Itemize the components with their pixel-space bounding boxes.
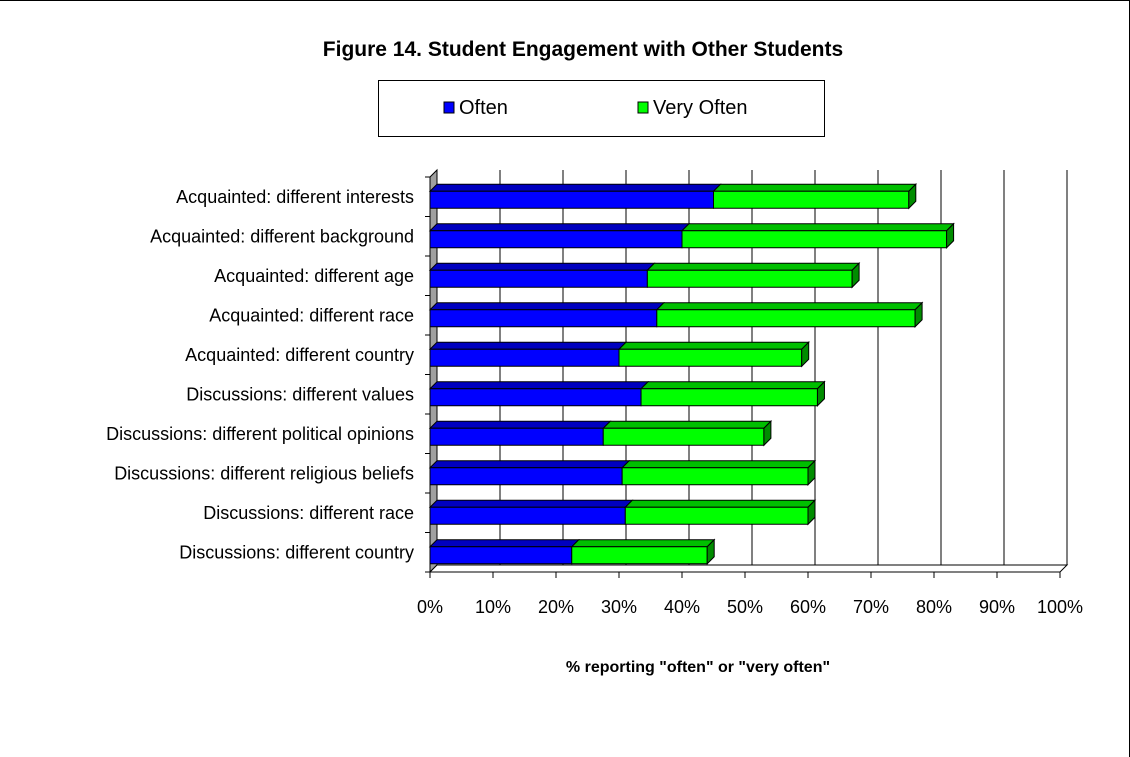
bar-end-very-often [807,499,816,526]
bar-top-very-often [624,499,817,508]
y-tick-label: Discussions: different political opinion… [106,424,414,444]
x-tick-label: 20% [538,597,574,617]
y-tick-label: Discussions: different country [179,542,414,562]
y-tick-label: Acquainted: different interests [176,187,414,207]
bar-top-very-often [680,223,955,232]
bar-top-very-often [617,341,810,350]
y-tick-label: Acquainted: different race [209,305,414,325]
bar-end-very-often [914,301,923,328]
bar-top-often [428,223,691,232]
bar-very-often [713,190,910,209]
x-tick-label: 50% [727,597,763,617]
bar-very-often [646,269,853,288]
bar-often [429,348,620,367]
bar-often [429,190,714,209]
y-tick-label: Discussions: different race [203,503,414,523]
plot-area: 0% 10% 20% 30% 40% 50% 60% 70% 80% 90% 100% Acquain… [106,168,1083,617]
x-tick-label: 10% [475,597,511,617]
x-tick-label: 0% [417,597,443,617]
bar-very-often [602,427,765,446]
legend-swatch-very-often [637,101,649,114]
bar-top-often [428,499,634,508]
bar-end-very-often [706,538,715,565]
bar-often [429,427,604,446]
bar-very-often [621,467,809,486]
bar-top-very-often [570,539,716,548]
bar-end-very-often [807,459,816,486]
bar-often [429,230,683,249]
bar-top-often [428,341,628,350]
legend-label-very-often: Very Often [653,97,748,119]
bar-very-often [571,546,708,565]
x-tick-label: 40% [664,597,700,617]
bar-top-often [428,539,580,548]
bar-top-often [428,302,666,311]
x-tick-label: 30% [601,597,637,617]
y-tick-label: Discussions: different religious beliefs [114,463,414,483]
bar-top-often [428,183,722,192]
bar-end-very-often [908,183,917,210]
bar-often [429,546,573,565]
bar-very-often [640,388,818,407]
bar-end-very-often [851,262,860,289]
bar-top-very-often [655,302,924,311]
bar-top-often [428,381,650,390]
bar-often [429,388,642,407]
bar-often [429,506,626,525]
x-tick-label: 70% [853,597,889,617]
x-tick-label: 80% [916,597,952,617]
floor [428,564,1069,573]
bar-end-very-often [763,420,772,447]
bar-often [429,309,658,328]
x-tick-label: 100% [1037,597,1083,617]
bar-top-often [428,460,631,469]
y-tick-label: Acquainted: different background [150,226,414,246]
bar-very-often [681,230,948,249]
y-tick-label: Acquainted: different country [185,345,414,365]
chart-legend: Often Very Often [378,80,825,137]
bar-end-very-often [801,341,810,368]
bar-very-often [656,309,916,328]
bar-top-very-often [646,262,861,271]
legend-swatch-often [443,101,455,114]
bar-top-very-often [712,183,918,192]
bar-top-very-often [602,420,773,429]
bar-very-often [624,506,809,525]
bar-top-often [428,420,612,429]
x-tick-label: 60% [790,597,826,617]
x-tick-label: 90% [979,597,1015,617]
y-tick-label: Discussions: different values [186,384,414,404]
bar-top-often [428,262,656,271]
bar-often [429,467,623,486]
bar-often [429,269,648,288]
bar-top-very-often [639,381,826,390]
x-axis-label: % reporting "often" or "very often" [566,659,830,676]
bar-end-very-often [816,380,825,407]
bar-top-very-often [620,460,817,469]
chart-title: Figure 14. Student Engagement with Other… [323,38,843,61]
bar-end-very-often [946,222,955,249]
y-tick-label: Acquainted: different age [214,266,414,286]
legend-label-often: Often [459,97,508,119]
bar-very-often [618,348,803,367]
